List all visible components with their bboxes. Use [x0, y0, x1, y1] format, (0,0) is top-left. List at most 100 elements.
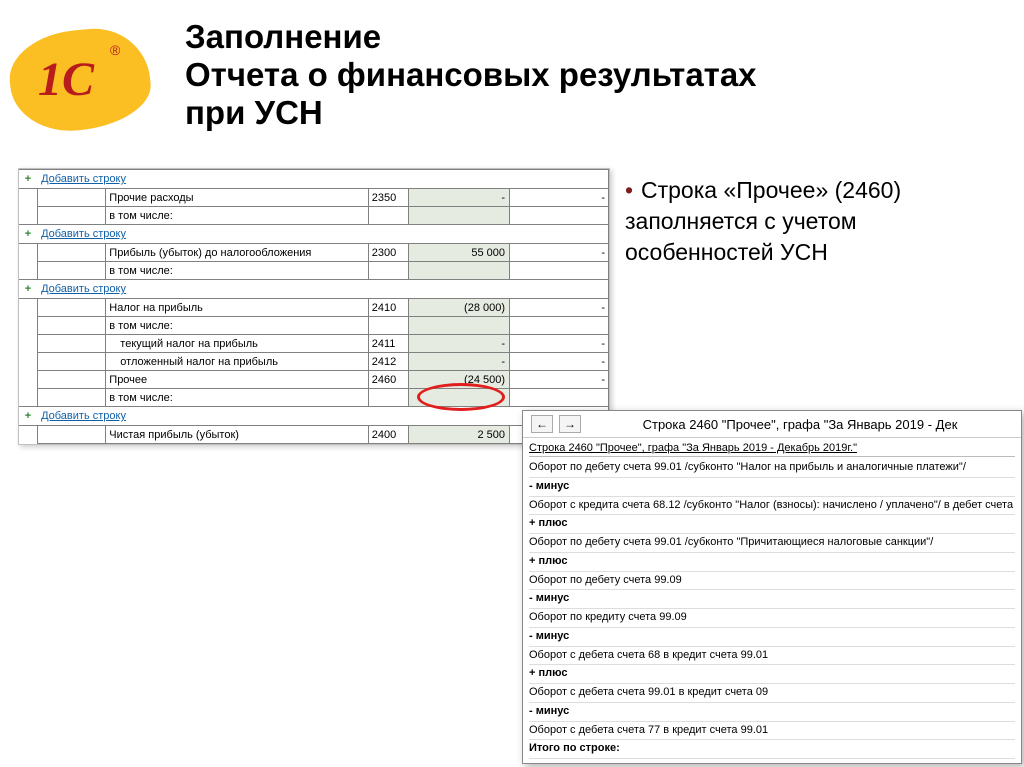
add-row-link[interactable]: Добавить строку — [37, 281, 130, 297]
logo-text: 1С — [38, 52, 94, 107]
row-value-current[interactable]: (28 000) — [409, 299, 510, 317]
plus-icon: + — [22, 228, 34, 240]
table-row: Прочие расходы2350-- — [19, 189, 609, 207]
popup-line: - минус — [529, 590, 1015, 609]
popup-header-line: Строка 2460 "Прочее", графа "За Январь 2… — [529, 442, 1015, 457]
row-value-current[interactable]: - — [409, 189, 510, 207]
add-row-line: + Добавить строку — [19, 407, 609, 426]
report-table: + Добавить строкуПрочие расходы2350--в т… — [19, 169, 609, 444]
popup-line: Оборот с дебета счета 99.01 в кредит сче… — [529, 684, 1015, 703]
nav-back-button[interactable]: ← — [531, 415, 553, 433]
plus-icon: + — [22, 410, 34, 422]
detail-popup: ← → Строка 2460 "Прочее", графа "За Янва… — [522, 410, 1022, 764]
title-line2: Отчета о финансовых результатах — [185, 56, 757, 94]
popup-line: Оборот по дебету счета 99.01 /субконто "… — [529, 459, 1015, 478]
row-name: в том числе: — [106, 207, 368, 225]
row-value-current[interactable] — [409, 207, 510, 225]
popup-line: Оборот по дебету счета 99.01 /субконто "… — [529, 534, 1015, 553]
nav-forward-button[interactable]: → — [559, 415, 581, 433]
logo-reg-mark: ® — [110, 42, 120, 58]
row-code: 2412 — [368, 353, 408, 371]
popup-line: - минус — [529, 628, 1015, 647]
row-value-current[interactable] — [409, 262, 510, 280]
bullet-dot-icon: • — [625, 175, 641, 206]
row-code: 2411 — [368, 335, 408, 353]
add-row-link[interactable]: Добавить строку — [37, 171, 130, 187]
bullet-content: Строка «Прочее» (2460) заполняется с уче… — [625, 177, 901, 265]
row-value-current[interactable] — [409, 317, 510, 335]
row-value-prev[interactable] — [510, 207, 609, 225]
row-name: текущий налог на прибыль — [106, 335, 368, 353]
row-name: Прочее — [106, 371, 368, 389]
popup-line: Итого по строке: — [529, 740, 1015, 759]
popup-line: Оборот с дебета счета 77 в кредит счета … — [529, 722, 1015, 741]
row-code: 2400 — [368, 426, 408, 444]
row-value-prev[interactable]: - — [510, 299, 609, 317]
title-line1: Заполнение — [185, 18, 757, 56]
row-code: 2300 — [368, 244, 408, 262]
row-code: 2460 — [368, 371, 408, 389]
row-name: Прибыль (убыток) до налогообложения — [106, 244, 368, 262]
popup-line: Оборот с дебета счета 68 в кредит счета … — [529, 647, 1015, 666]
table-row: Прочее2460(24 500)- — [19, 371, 609, 389]
add-row-link[interactable]: Добавить строку — [37, 226, 130, 242]
page-title: Заполнение Отчета о финансовых результат… — [185, 18, 757, 132]
popup-toolbar: ← → Строка 2460 "Прочее", графа "За Янва… — [523, 411, 1021, 438]
popup-line: Оборот по кредиту счета 99.09 — [529, 609, 1015, 628]
row-value-prev[interactable] — [510, 389, 609, 407]
row-value-current[interactable]: - — [409, 335, 510, 353]
popup-title: Строка 2460 "Прочее", графа "За Январь 2… — [587, 417, 1013, 432]
table-row: Налог на прибыль2410(28 000)- — [19, 299, 609, 317]
row-value-current[interactable]: 55 000 — [409, 244, 510, 262]
row-value-prev[interactable]: - — [510, 189, 609, 207]
title-line3: при УСН — [185, 94, 757, 132]
plus-icon: + — [22, 173, 34, 185]
report-table-window: + Добавить строкуПрочие расходы2350--в т… — [18, 168, 610, 445]
add-row-line: + Добавить строку — [19, 225, 609, 244]
table-row: в том числе: — [19, 262, 609, 280]
row-value-current[interactable] — [409, 389, 510, 407]
popup-line: - минус — [529, 703, 1015, 722]
table-row: текущий налог на прибыль2411-- — [19, 335, 609, 353]
add-row-line: + Добавить строку — [19, 280, 609, 299]
row-name: в том числе: — [106, 389, 368, 407]
row-code — [368, 389, 408, 407]
row-code — [368, 317, 408, 335]
popup-line: + плюс — [529, 665, 1015, 684]
row-value-prev[interactable] — [510, 262, 609, 280]
row-name: Налог на прибыль — [106, 299, 368, 317]
row-name: в том числе: — [106, 317, 368, 335]
popup-line: + плюс — [529, 553, 1015, 572]
row-name: Прочие расходы — [106, 189, 368, 207]
popup-line: + плюс — [529, 515, 1015, 534]
row-value-prev[interactable]: - — [510, 371, 609, 389]
row-value-current[interactable]: (24 500) — [409, 371, 510, 389]
row-code: 2350 — [368, 189, 408, 207]
row-name: отложенный налог на прибыль — [106, 353, 368, 371]
table-row: Прибыль (убыток) до налогообложения23005… — [19, 244, 609, 262]
row-value-prev[interactable]: - — [510, 244, 609, 262]
row-value-prev[interactable]: - — [510, 335, 609, 353]
row-name: Чистая прибыль (убыток) — [106, 426, 368, 444]
row-value-prev[interactable] — [510, 317, 609, 335]
popup-body: Строка 2460 "Прочее", графа "За Январь 2… — [523, 438, 1021, 763]
add-row-link[interactable]: Добавить строку — [37, 408, 130, 424]
row-value-current[interactable]: - — [409, 353, 510, 371]
popup-line: - минус — [529, 478, 1015, 497]
table-row: Чистая прибыль (убыток)24002 500- — [19, 426, 609, 444]
plus-icon: + — [22, 283, 34, 295]
row-code — [368, 262, 408, 280]
add-row-line: + Добавить строку — [19, 170, 609, 189]
table-row: в том числе: — [19, 317, 609, 335]
row-code — [368, 207, 408, 225]
row-value-prev[interactable]: - — [510, 353, 609, 371]
popup-line: Оборот по дебету счета 99.09 — [529, 572, 1015, 591]
row-value-current[interactable]: 2 500 — [409, 426, 510, 444]
table-row: отложенный налог на прибыль2412-- — [19, 353, 609, 371]
table-row: в том числе: — [19, 389, 609, 407]
table-row: в том числе: — [19, 207, 609, 225]
bullet-text: •Строка «Прочее» (2460) заполняется с уч… — [625, 175, 1005, 268]
popup-line: Оборот с кредита счета 68.12 /субконто "… — [529, 497, 1015, 516]
logo: 1С ® — [10, 30, 160, 140]
row-name: в том числе: — [106, 262, 368, 280]
